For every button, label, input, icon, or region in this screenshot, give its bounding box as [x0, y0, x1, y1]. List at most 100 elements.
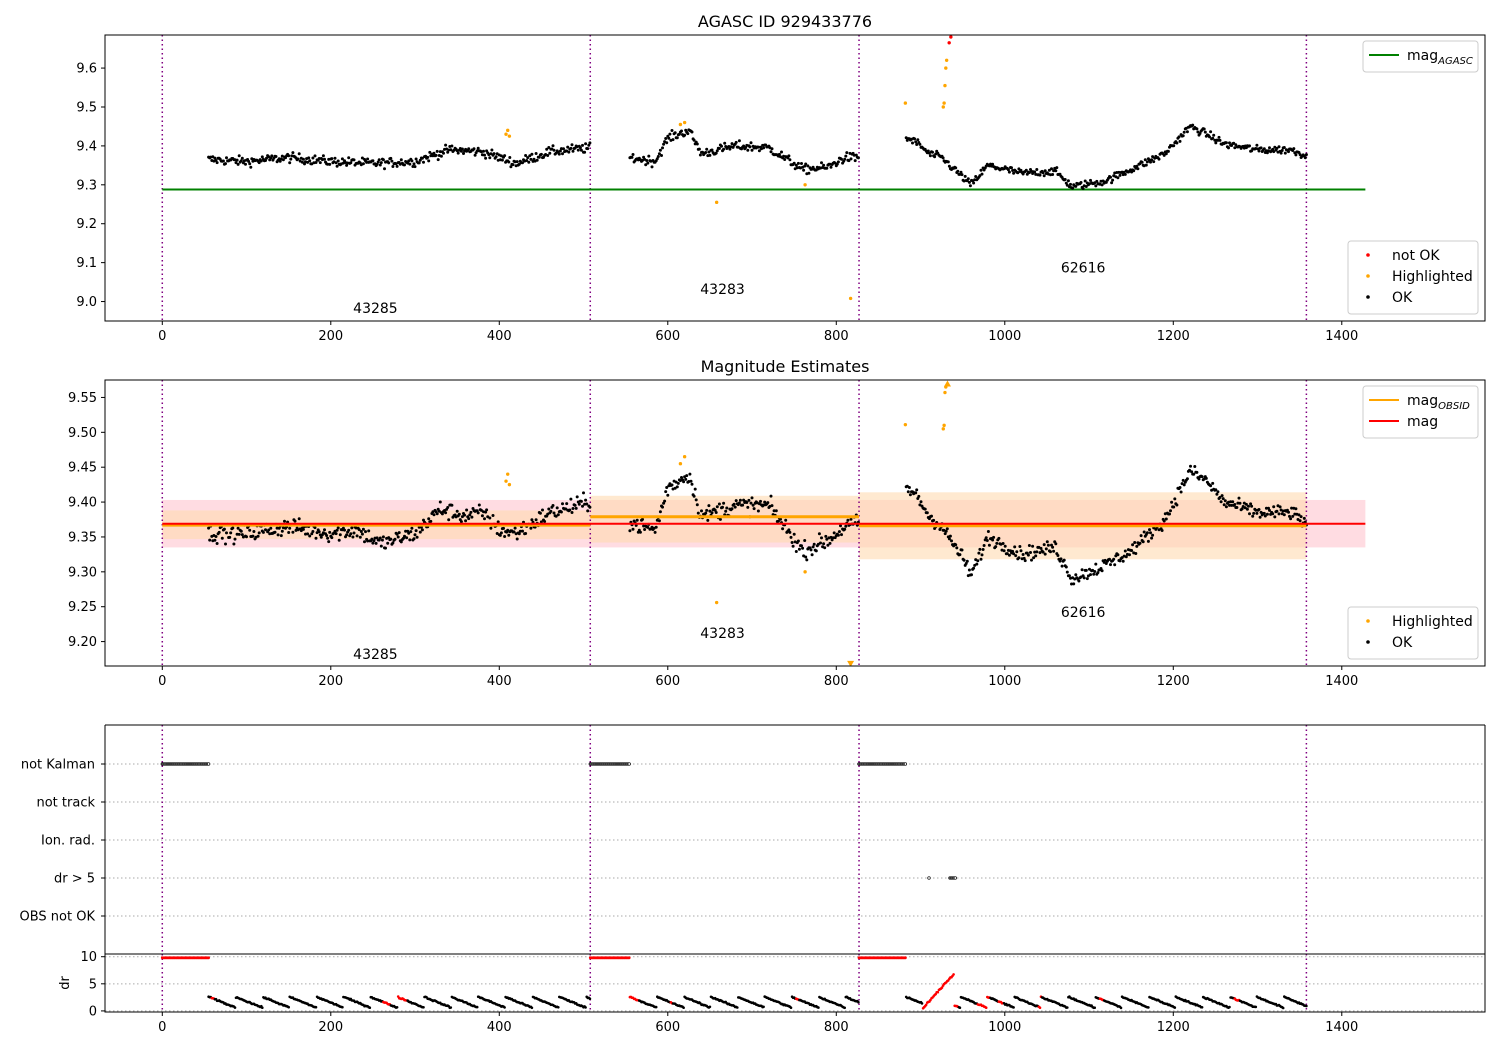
ok-point — [561, 502, 564, 506]
ok-point — [748, 145, 752, 149]
ok-point — [1031, 544, 1035, 548]
ok-point — [1223, 499, 1227, 503]
ok-point — [581, 143, 584, 147]
ok-point — [1029, 551, 1032, 554]
ok-point — [288, 161, 292, 165]
ok-point — [664, 490, 668, 494]
ok-point — [692, 138, 696, 142]
ok-point — [1150, 536, 1154, 540]
ok-point — [668, 132, 672, 136]
ok-point — [738, 498, 742, 502]
ok-point — [518, 529, 522, 533]
ok-point — [643, 528, 647, 531]
legend-label: OK — [1392, 290, 1413, 306]
ok-point — [982, 544, 986, 547]
ok-point — [1054, 542, 1058, 546]
dr-capped-point — [627, 956, 631, 960]
ok-point — [965, 559, 969, 563]
ok-point — [208, 538, 212, 542]
ok-point — [557, 152, 561, 156]
x-tick-label: 200 — [318, 1020, 343, 1035]
flags-panel: not Kalman not track Ion. rad. dr > 5 OBS no… — [20, 724, 1486, 954]
ok-point — [1150, 158, 1154, 162]
x-tick-label: 1200 — [1157, 329, 1190, 344]
y-tick-label: 5 — [89, 977, 97, 992]
ok-point — [1263, 514, 1267, 518]
ok-point — [576, 148, 580, 152]
ok-point — [1160, 529, 1164, 532]
ok-point — [251, 534, 255, 538]
ok-point — [1212, 133, 1216, 137]
ok-point — [742, 144, 746, 148]
ok-point — [680, 476, 683, 479]
ok-point — [646, 525, 650, 529]
ok-point — [825, 166, 829, 170]
ok-point — [1247, 504, 1250, 508]
dr-point — [287, 1005, 291, 1009]
ok-point — [933, 155, 937, 159]
ok-point — [1046, 543, 1050, 547]
ok-point — [586, 509, 590, 513]
ok-point — [297, 517, 301, 521]
ok-point — [746, 505, 750, 509]
dr-point — [924, 1003, 928, 1007]
highlighted-point — [942, 101, 946, 105]
ok-point — [407, 159, 411, 163]
ok-point — [345, 163, 349, 167]
ok-point — [1054, 169, 1058, 173]
legend-label-text: mag — [1407, 393, 1438, 409]
ok-point — [291, 151, 295, 155]
ok-point — [1245, 507, 1249, 511]
ok-point — [947, 164, 951, 168]
ok-point — [387, 161, 391, 165]
highlighted-point — [943, 390, 947, 395]
ok-point — [1007, 170, 1011, 174]
ok-point — [496, 520, 500, 524]
ok-point — [552, 148, 556, 152]
ok-point — [749, 141, 753, 145]
ok-point — [769, 150, 773, 154]
ok-point — [426, 155, 430, 159]
ok-point — [395, 164, 399, 168]
ok-point — [1128, 553, 1131, 557]
ok-point — [665, 486, 669, 489]
legend-label-text: mag — [1407, 414, 1438, 430]
ok-point — [1203, 130, 1207, 134]
ok-point — [1166, 149, 1170, 153]
x-tick-label: 800 — [824, 674, 849, 689]
ok-point — [314, 536, 318, 540]
y-tick-label: 9.30 — [68, 565, 97, 580]
ok-point — [1164, 152, 1168, 156]
ok-point — [977, 551, 981, 555]
ok-point — [958, 553, 962, 557]
ok-point — [814, 549, 818, 553]
ok-point — [1049, 550, 1052, 554]
ok-point — [307, 156, 311, 160]
ok-point — [1032, 556, 1036, 560]
ok-point — [1227, 146, 1230, 150]
ok-point — [710, 148, 714, 152]
ok-point — [427, 517, 431, 521]
ok-point — [963, 174, 967, 178]
flag-segment — [160, 762, 211, 766]
ok-point — [469, 510, 473, 514]
ok-point — [1173, 497, 1177, 501]
not-ok-point — [949, 35, 953, 39]
ok-point — [653, 530, 657, 534]
ok-point — [1222, 503, 1226, 507]
ok-point — [561, 152, 564, 156]
ok-point — [683, 133, 687, 137]
ok-point — [420, 528, 424, 532]
ok-point — [966, 177, 970, 181]
legend: magAGASC — [1362, 40, 1479, 73]
ok-point — [278, 159, 282, 163]
ok-point — [327, 540, 331, 544]
ok-point — [1064, 565, 1068, 569]
ok-point — [1045, 540, 1049, 544]
ok-point — [730, 507, 734, 511]
ok-point — [228, 535, 232, 539]
ok-point — [1074, 573, 1078, 577]
ok-point — [800, 162, 803, 165]
ok-point — [1230, 503, 1234, 507]
ok-point — [547, 146, 551, 149]
